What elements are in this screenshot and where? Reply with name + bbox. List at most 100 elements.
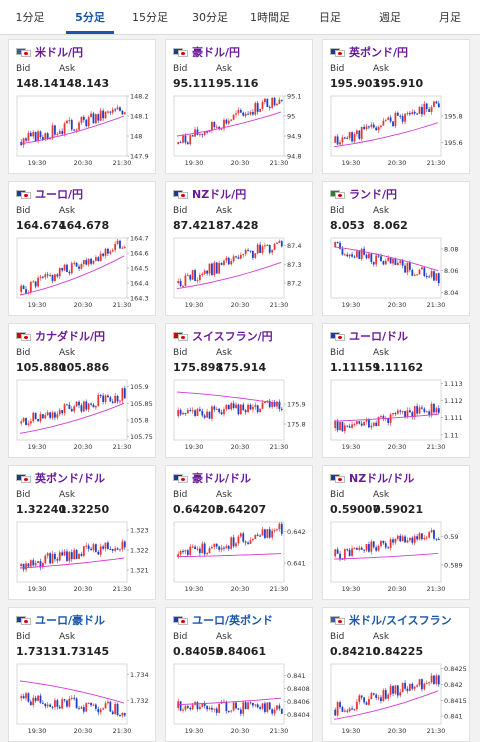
candle-body	[56, 274, 59, 277]
currency-card[interactable]: 豪ドル/ドル Bid Ask 0.64203 0.64207 0.642 0.641 19:3…	[165, 465, 313, 600]
tab-timeframe[interactable]: 5分足	[60, 0, 120, 34]
candle-body	[339, 142, 341, 145]
flag-icon	[16, 189, 31, 199]
candle-body	[37, 277, 39, 287]
price-chart[interactable]: 195.8 195.6 19:30 20:30 21:30	[323, 92, 469, 172]
candle-body	[437, 408, 440, 413]
price-chart[interactable]: 0.59 0.589 19:30 20:30 21:30	[323, 518, 469, 598]
currency-pair-link[interactable]: NZドル/円	[192, 188, 247, 201]
moving-average-line	[333, 122, 439, 148]
candle-body	[437, 103, 440, 108]
currency-pair-link[interactable]: 豪ドル/円	[192, 46, 241, 59]
currency-pair-link[interactable]: 英ポンド/円	[349, 46, 409, 59]
currency-pair-link[interactable]: 米ドル/スイスフラン	[349, 614, 452, 627]
currency-pair-link[interactable]: カナダドル/円	[35, 330, 106, 343]
currency-card[interactable]: NZドル/ドル Bid Ask 0.59007 0.59021 0.59 0.589 19:3…	[322, 465, 470, 600]
candle-body	[104, 248, 107, 256]
currency-pair-header: 米ドル/スイスフラン	[330, 613, 452, 627]
price-chart[interactable]: 175.9 175.8 19:30 20:30 21:30	[166, 376, 312, 456]
currency-pair-link[interactable]: スイスフラン/円	[192, 330, 273, 343]
candle-body	[404, 536, 406, 543]
tab-timeframe[interactable]: 日足	[319, 11, 341, 24]
currency-card[interactable]: スイスフラン/円 Bid Ask 175.898 175.914 175.9 175.8 19…	[165, 323, 313, 458]
currency-card[interactable]: 米ドル/円 Bid Ask 148.141 148.143 148.2 148.1 148 14…	[8, 39, 156, 174]
candle-body	[370, 253, 373, 263]
currency-card[interactable]: ユーロ/ドル Bid Ask 1.11159 1.11162 1.113 1.112 1.11…	[322, 323, 470, 458]
candle-body	[339, 242, 341, 249]
candle-body	[223, 119, 225, 129]
candle-body	[123, 388, 126, 399]
candle-body	[396, 112, 399, 116]
currency-pair-header: ユーロ/円	[16, 187, 83, 201]
candle-body	[251, 112, 254, 115]
tab-timeframe[interactable]: 月足	[439, 11, 461, 24]
candle-body	[70, 697, 73, 699]
y-tick-label: 8.08	[444, 245, 458, 253]
price-chart[interactable]: 0.841 0.8408 0.8406 0.8404 19:30 20:30 21:30	[166, 660, 312, 740]
currency-pair-link[interactable]: ランド/円	[349, 188, 398, 201]
candle-body	[58, 552, 61, 561]
bid-label: Bid	[330, 64, 345, 74]
bid-label: Bid	[16, 490, 31, 500]
tab-timeframe[interactable]: 30分足	[192, 11, 228, 24]
price-chart[interactable]: 105.9 105.85 105.8 105.75 19:30 20:30 21:30	[9, 376, 155, 456]
price-chart[interactable]: 1.323 1.322 1.321 19:30 20:30 21:30	[9, 518, 155, 598]
price-chart[interactable]: 87.4 87.3 87.2 19:30 20:30 21:30	[166, 234, 312, 314]
candle-body	[343, 710, 346, 712]
currency-card[interactable]: ユーロ/豪ドル Bid Ask 1.73131 1.73145 1.734 1.732 19:…	[8, 607, 156, 742]
candle-body	[61, 552, 64, 556]
currency-pair-link[interactable]: ユーロ/ドル	[349, 330, 409, 343]
candle-body	[211, 263, 213, 275]
candle-body	[44, 703, 47, 707]
ask-value: 0.84061	[216, 645, 267, 658]
candle-body	[413, 406, 416, 418]
currency-card[interactable]: ユーロ/円 Bid Ask 164.674 164.678 164.7 164.6 164.5…	[8, 181, 156, 316]
price-chart[interactable]: 8.08 8.06 8.04 19:30 20:30 21:30	[323, 234, 469, 314]
candle-body	[235, 256, 237, 258]
currency-pair-link[interactable]: ユーロ/円	[35, 188, 84, 201]
currency-pair-link[interactable]: 豪ドル/ドル	[192, 472, 252, 485]
tab-timeframe[interactable]: 15分足	[132, 11, 168, 24]
currency-card[interactable]: 米ドル/スイスフラン Bid Ask 0.84210 0.84225 0.8425 0.84…	[322, 607, 470, 742]
candle-body	[54, 553, 56, 560]
candle-body	[223, 547, 225, 549]
currency-card[interactable]: カナダドル/円 Bid Ask 105.880 105.886 105.9 105.85 10…	[8, 323, 156, 458]
candle-body	[208, 707, 211, 710]
price-chart[interactable]: 0.8425 0.842 0.8415 0.841 19:30 20:30 21:30	[323, 660, 469, 740]
price-chart[interactable]: 0.642 0.641 19:30 20:30 21:30	[166, 518, 312, 598]
candle-body	[70, 552, 73, 560]
currency-card[interactable]: ランド/円 Bid Ask 8.053 8.062 8.08 8.06 8.04 19:30 20…	[322, 181, 470, 316]
candle-body	[102, 708, 105, 710]
currency-card[interactable]: 豪ドル/円 Bid Ask 95.111 95.116 95.1 95 94.9 94.8 19:…	[165, 39, 313, 174]
currency-pair-link[interactable]: 英ポンド/ドル	[35, 472, 106, 485]
x-tick-label: 20:30	[388, 585, 407, 593]
bid-value: 148.141	[16, 77, 67, 90]
currency-pair-link[interactable]: NZドル/ドル	[349, 472, 415, 485]
price-chart[interactable]: 95.1 95 94.9 94.8 19:30 20:30 21:30	[166, 92, 312, 172]
currency-pair-link[interactable]: ユーロ/英ポンド	[192, 614, 274, 627]
currency-pair-link[interactable]: 米ドル/円	[35, 46, 84, 59]
price-chart[interactable]: 164.7 164.6 164.5 164.4 164.3 19:30 20:30 21:30	[9, 234, 155, 314]
y-tick-label: 148.1	[130, 113, 149, 121]
price-chart[interactable]: 1.734 1.732 19:30 20:30 21:30	[9, 660, 155, 740]
bid-value: 1.32240	[16, 503, 67, 516]
tab-timeframe[interactable]: 1時間足	[250, 11, 290, 24]
bid-label: Bid	[173, 206, 188, 216]
currency-pair-link[interactable]: ユーロ/豪ドル	[35, 614, 106, 627]
tab-timeframe[interactable]: 1分足	[15, 11, 45, 24]
currency-card[interactable]: 英ポンド/円 Bid Ask 195.903 195.910 195.8 195.6 19:3…	[322, 39, 470, 174]
price-chart[interactable]: 148.2 148.1 148 147.9 19:30 20:30 21:30	[9, 92, 155, 172]
currency-card[interactable]: ユーロ/英ポンド Bid Ask 0.84053 0.84061 0.841 0.8408 0…	[165, 607, 313, 742]
candle-body	[201, 134, 204, 136]
tab-timeframe[interactable]: 週足	[379, 11, 401, 24]
currency-card[interactable]: NZドル/円 Bid Ask 87.421 87.428 87.4 87.3 87.2 19:3…	[165, 181, 313, 316]
x-tick-label: 21:30	[270, 443, 289, 451]
candle-body	[70, 263, 73, 274]
currency-card[interactable]: 英ポンド/ドル Bid Ask 1.32240 1.32250 1.323 1.322 1.3…	[8, 465, 156, 600]
candle-body	[343, 425, 346, 432]
moving-average-line	[176, 697, 282, 706]
candle-body	[254, 103, 257, 115]
candle-body	[244, 249, 247, 254]
moving-average-line	[176, 553, 282, 558]
price-chart[interactable]: 1.113 1.112 1.111 1.11 19:30 20:30 21:30	[323, 376, 469, 456]
